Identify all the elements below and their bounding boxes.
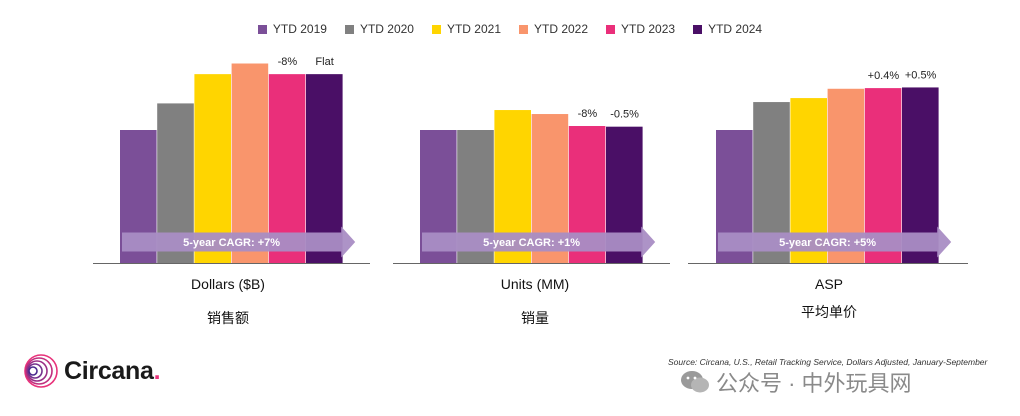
chinese-subtitle: 平均单价 <box>801 304 857 320</box>
chinese-subtitle: 销售额 <box>207 310 249 326</box>
legend-item: YTD 2020 <box>344 22 414 36</box>
cagr-text: 5-year CAGR: +7% <box>183 237 280 249</box>
legend-item: YTD 2021 <box>431 22 501 36</box>
legend-swatch <box>257 24 267 34</box>
legend-item: YTD 2019 <box>257 22 327 36</box>
bar-label: Flat <box>315 56 333 68</box>
logo-text: Circana. <box>64 356 161 385</box>
legend-label: YTD 2023 <box>621 22 676 36</box>
x-axis-label: ASP <box>815 276 843 292</box>
bar-label: +0.5% <box>905 69 937 81</box>
bar-label: -8% <box>278 56 298 68</box>
legend-item: YTD 2022 <box>519 22 588 36</box>
bar-label: -0.5% <box>610 109 639 121</box>
legend-label: YTD 2021 <box>446 22 501 36</box>
bar <box>231 63 269 263</box>
bar <box>194 74 231 263</box>
x-axis-label: Units (MM) <box>501 276 569 292</box>
legend-label: YTD 2019 <box>272 22 327 36</box>
legend-swatch <box>606 24 616 34</box>
circana-logo-icon <box>24 354 58 388</box>
watermark: 公众号 · 中外玩具网 <box>680 366 912 398</box>
bar-label: +0.4% <box>868 70 900 82</box>
cagr-text: 5-year CAGR: +5% <box>779 237 876 249</box>
legend-label: YTD 2022 <box>534 22 589 36</box>
chinese-subtitle: 销量 <box>521 310 549 326</box>
source-note: Source: Circana, U.S., Retail Tracking S… <box>668 357 988 367</box>
cagr-arrow <box>122 226 356 258</box>
bar <box>306 74 343 263</box>
legend-item: YTD 2023 <box>606 22 675 36</box>
bar-label: -8% <box>578 108 598 120</box>
cagr-text: 5-year CAGR: +1% <box>483 237 580 249</box>
legend-item: YTD 2024 <box>693 22 762 36</box>
wechat-icon <box>681 371 709 393</box>
x-axis-label: Dollars ($B) <box>191 276 265 292</box>
watermark-text: 公众号 · 中外玩具网 <box>716 371 912 396</box>
legend-swatch <box>693 24 703 34</box>
legend-label: YTD 2020 <box>359 22 414 36</box>
cagr-arrow <box>422 226 656 258</box>
legend-swatch <box>431 24 441 34</box>
circana-logo: Circana. <box>22 352 161 390</box>
legend-label: YTD 2024 <box>708 22 763 36</box>
legend-swatch <box>519 24 528 34</box>
legend: YTD 2019 YTD 2020 YTD 2021 YTD 2022 YTD 2023… <box>0 22 1020 36</box>
bar <box>268 74 306 263</box>
cagr-arrow <box>718 226 952 258</box>
legend-swatch <box>344 24 354 34</box>
